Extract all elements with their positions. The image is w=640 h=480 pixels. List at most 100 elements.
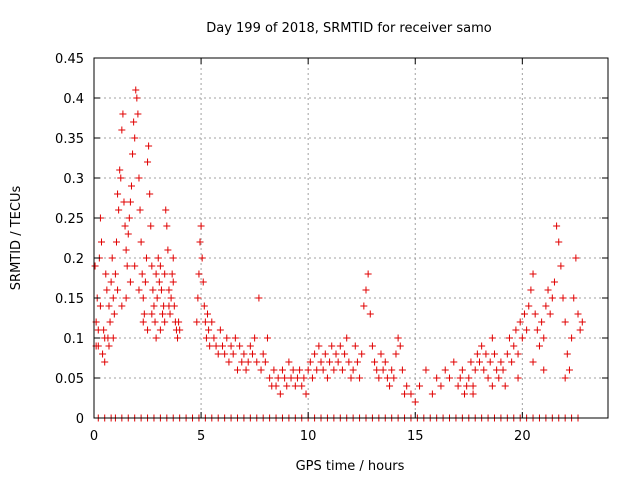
data-point — [293, 374, 301, 382]
data-point — [482, 350, 490, 358]
data-point — [199, 278, 207, 286]
data-point — [330, 366, 338, 374]
data-point — [193, 318, 201, 326]
data-point — [520, 310, 528, 318]
data-point — [99, 350, 107, 358]
data-point — [154, 254, 162, 262]
data-point — [155, 278, 163, 286]
data-point — [131, 134, 139, 142]
data-point — [148, 310, 156, 318]
data-point — [174, 334, 182, 342]
data-point — [133, 94, 141, 102]
data-point — [206, 342, 214, 350]
chart-title: Day 199 of 2018, SRMTID for receiver sam… — [206, 21, 492, 36]
data-point — [161, 318, 169, 326]
data-point — [546, 310, 554, 318]
data-point — [139, 294, 147, 302]
data-point — [398, 366, 406, 374]
data-point — [216, 326, 224, 334]
data-point — [164, 246, 172, 254]
data-point — [373, 366, 381, 374]
data-point — [150, 302, 158, 310]
data-point — [281, 374, 289, 382]
data-point — [323, 374, 331, 382]
data-point — [152, 334, 160, 342]
data-point — [236, 342, 244, 350]
data-point — [548, 294, 556, 302]
data-point — [458, 366, 466, 374]
data-point — [196, 238, 204, 246]
data-point — [510, 342, 518, 350]
data-point — [221, 350, 229, 358]
data-point — [159, 310, 167, 318]
data-point — [407, 390, 415, 398]
data-point — [163, 222, 171, 230]
data-point — [450, 358, 458, 366]
data-point — [146, 190, 154, 198]
data-point — [108, 254, 116, 262]
data-point — [200, 302, 208, 310]
data-point — [233, 366, 241, 374]
y-tick-label: 0.4 — [63, 92, 84, 107]
data-point — [353, 358, 361, 366]
data-point — [138, 270, 146, 278]
data-point — [490, 350, 498, 358]
data-point — [227, 342, 235, 350]
data-point — [116, 166, 124, 174]
data-point — [162, 206, 170, 214]
data-point — [266, 374, 274, 382]
data-point — [360, 302, 368, 310]
data-point — [347, 374, 355, 382]
data-point — [214, 350, 222, 358]
data-point — [476, 358, 483, 366]
data-point — [176, 326, 184, 334]
data-point — [463, 382, 471, 390]
data-point — [287, 374, 295, 382]
data-point — [201, 318, 209, 326]
data-point — [471, 366, 479, 374]
data-point — [362, 286, 370, 294]
data-point — [223, 334, 231, 342]
data-point — [120, 198, 128, 206]
data-point — [231, 334, 239, 342]
data-point — [169, 278, 177, 286]
data-point — [467, 358, 475, 366]
data-point — [107, 278, 115, 286]
data-point — [102, 270, 110, 278]
data-point — [114, 286, 122, 294]
data-point — [147, 222, 155, 230]
data-point — [251, 334, 259, 342]
data-point — [105, 302, 113, 310]
data-point — [437, 382, 445, 390]
data-point — [540, 334, 548, 342]
data-point — [392, 350, 400, 358]
x-tick-label: 0 — [90, 429, 98, 444]
data-point — [386, 382, 394, 390]
data-point — [540, 366, 548, 374]
data-point — [119, 110, 127, 118]
data-point — [165, 286, 173, 294]
y-tick-label: 0.05 — [55, 372, 84, 387]
data-point — [109, 294, 117, 302]
x-axis-label: GPS time / hours — [296, 459, 405, 474]
data-point — [117, 174, 125, 182]
data-point — [368, 342, 376, 350]
data-point — [135, 174, 143, 182]
data-point — [341, 350, 349, 358]
data-point — [110, 310, 118, 318]
data-point — [338, 366, 346, 374]
data-point — [343, 334, 351, 342]
data-point — [298, 382, 306, 390]
data-point — [167, 294, 175, 302]
data-point — [126, 198, 134, 206]
data-point — [270, 366, 278, 374]
axis-ticks: 0 0.05 0.1 0.15 0.2 0.25 0.3 0.35 0.4 0.45 0 5 10 15 2… — [55, 52, 608, 444]
data-point — [149, 286, 157, 294]
data-point — [311, 350, 319, 358]
data-point — [135, 286, 143, 294]
data-point — [101, 334, 109, 342]
data-point — [535, 342, 543, 350]
data-point — [151, 318, 159, 326]
data-point — [576, 326, 584, 334]
